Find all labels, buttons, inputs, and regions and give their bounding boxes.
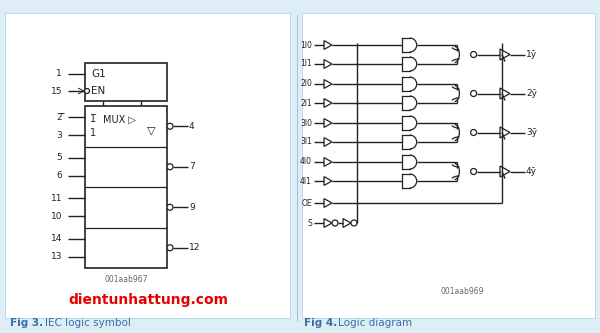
Circle shape [332,220,338,226]
Text: 4I1: 4I1 [300,176,312,185]
Text: 11: 11 [50,194,62,203]
Text: 1: 1 [56,70,62,79]
Circle shape [167,123,173,129]
Text: IEC logic symbol: IEC logic symbol [45,318,131,328]
Text: Fig 4.: Fig 4. [304,318,337,328]
Text: 7: 7 [189,162,195,171]
Text: 3ȳ: 3ȳ [526,128,537,137]
Circle shape [351,220,357,226]
Bar [85,106,167,268]
Text: 1ȳ: 1ȳ [526,50,537,59]
Circle shape [167,245,173,251]
Text: MUX ▷: MUX ▷ [103,115,136,125]
Text: 9: 9 [189,203,195,212]
Text: 2I0: 2I0 [300,80,312,89]
Text: 4I0: 4I0 [300,158,312,166]
Bar [5,13,290,318]
Text: 15: 15 [50,87,62,96]
Circle shape [470,91,476,97]
Text: 3I0: 3I0 [300,119,312,128]
Text: 1̅: 1̅ [90,114,96,124]
Text: 12: 12 [189,243,200,252]
Bar [85,63,167,101]
Text: 14: 14 [50,234,62,243]
Text: 2I1: 2I1 [300,99,312,108]
Bar [302,13,595,318]
Circle shape [167,204,173,210]
Circle shape [470,130,476,136]
Text: EN: EN [91,86,105,96]
Text: Fig 3.: Fig 3. [10,318,43,328]
Circle shape [85,89,89,94]
Text: 1: 1 [90,128,96,138]
Text: 5: 5 [56,153,62,163]
Text: Logic diagram: Logic diagram [338,318,412,328]
Text: 2ȳ: 2ȳ [526,89,537,98]
Text: S: S [307,218,312,227]
Text: G1: G1 [91,69,106,79]
Text: 1I1: 1I1 [300,60,312,69]
Circle shape [167,164,173,170]
Text: 13: 13 [50,252,62,261]
Text: 4: 4 [189,122,194,131]
Text: 6: 6 [56,171,62,180]
Text: ▽: ▽ [147,125,155,135]
Text: 3: 3 [56,131,62,140]
Text: 001aab969: 001aab969 [440,286,484,295]
Circle shape [470,168,476,174]
Text: 1I0: 1I0 [300,41,312,50]
Circle shape [470,52,476,58]
Text: 4ȳ: 4ȳ [526,167,537,176]
Text: dientunhattung.com: dientunhattung.com [68,293,228,307]
Text: OE̅: OE̅ [301,198,312,207]
Text: 2: 2 [56,113,62,122]
Text: 10: 10 [50,212,62,221]
Text: 3I1: 3I1 [300,138,312,147]
Text: 001aab967: 001aab967 [104,274,148,283]
